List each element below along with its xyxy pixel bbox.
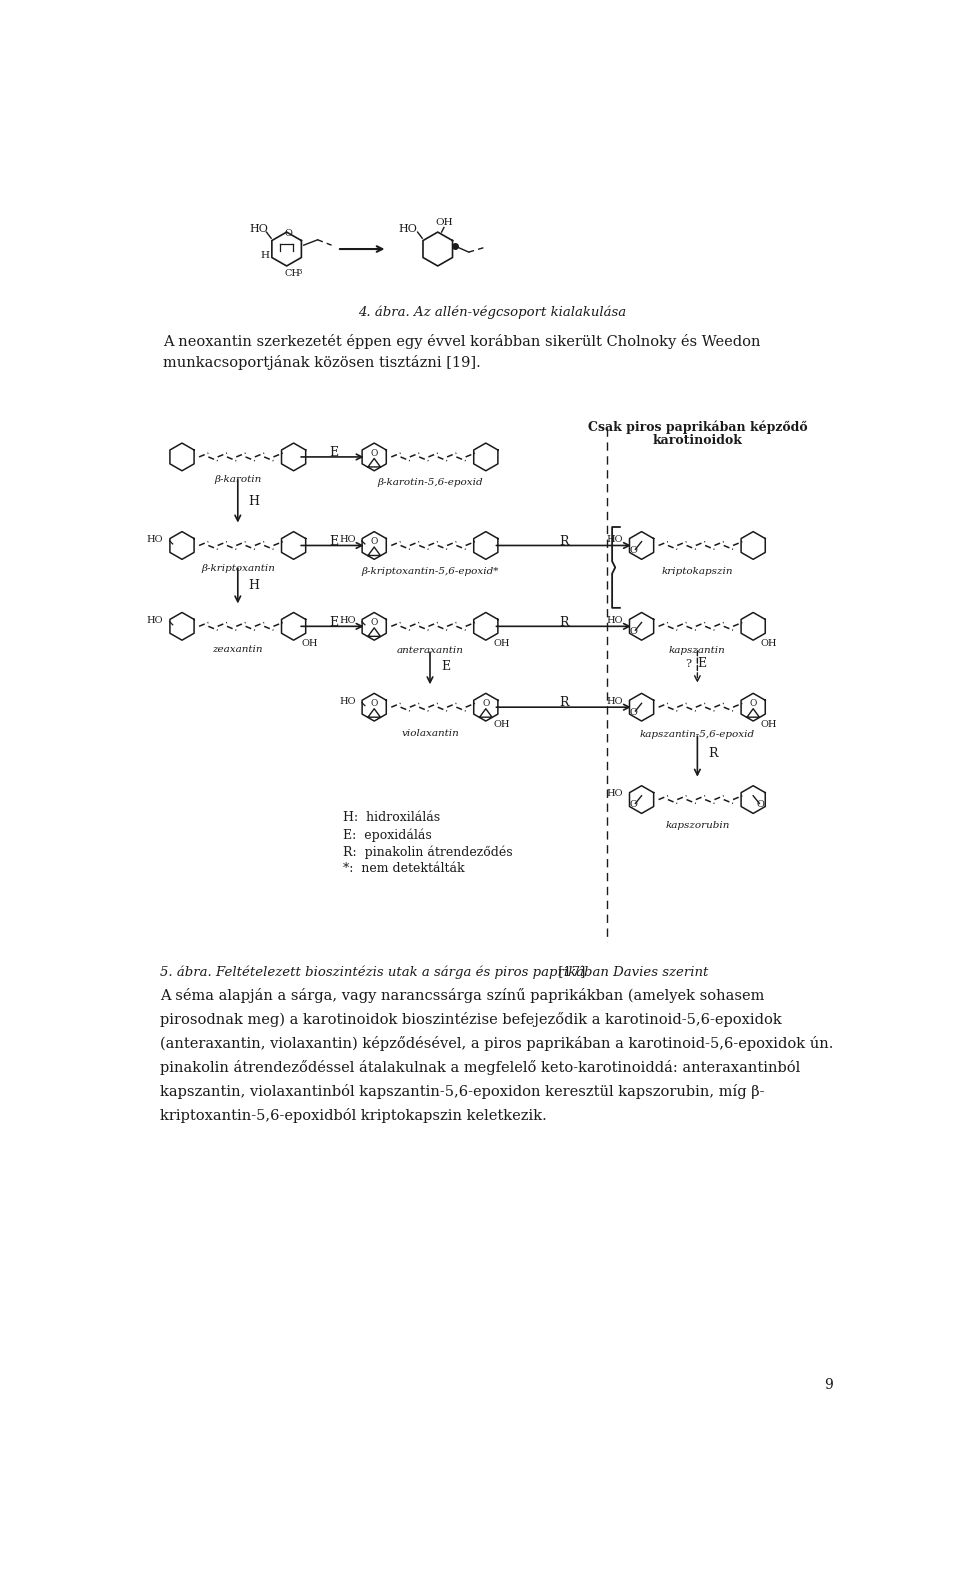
Text: HO: HO xyxy=(147,615,163,625)
Text: R:  pinakolin átrendeződés: R: pinakolin átrendeződés xyxy=(344,845,513,859)
Text: HO: HO xyxy=(339,536,355,544)
Text: 4. ábra. Az allén-végcsoport kialakulása: 4. ábra. Az allén-végcsoport kialakulása xyxy=(358,304,626,319)
Text: E: E xyxy=(329,534,339,548)
Text: anteraxantin: anteraxantin xyxy=(396,646,464,655)
Text: karotinoidok: karotinoidok xyxy=(653,434,742,446)
Text: HO: HO xyxy=(147,536,163,544)
Text: H:  hidroxilálás: H: hidroxilálás xyxy=(344,811,441,824)
Text: β-karotin: β-karotin xyxy=(214,475,261,485)
Text: H: H xyxy=(249,579,259,593)
Text: OH: OH xyxy=(761,639,778,647)
Text: E: E xyxy=(329,446,339,459)
Text: OH: OH xyxy=(493,639,510,647)
Text: kapszantin-5,6-epoxid: kapszantin-5,6-epoxid xyxy=(639,730,755,740)
Text: A séma alapján a sárga, vagy narancssárga színű paprikákban (amelyek sohasem
pir: A séma alapján a sárga, vagy narancssárg… xyxy=(160,988,833,1124)
Text: HO: HO xyxy=(339,615,355,625)
Text: O: O xyxy=(371,537,378,547)
Text: O: O xyxy=(630,626,637,636)
Text: R: R xyxy=(708,748,718,760)
Text: O: O xyxy=(750,698,756,708)
Text: E: E xyxy=(441,660,450,673)
Text: ?: ? xyxy=(685,658,691,668)
Text: H: H xyxy=(260,250,270,260)
Text: zeaxantin: zeaxantin xyxy=(212,646,263,654)
Text: E:  epoxidálás: E: epoxidálás xyxy=(344,827,432,842)
Text: β-kriptoxantin-5,6-epoxid*: β-kriptoxantin-5,6-epoxid* xyxy=(361,567,499,575)
Text: R: R xyxy=(559,534,568,548)
Text: R: R xyxy=(559,615,568,628)
Text: E: E xyxy=(329,615,339,628)
Text: A neoxantin szerkezetét éppen egy évvel korábban sikerült Cholnoky és Weedon: A neoxantin szerkezetét éppen egy évvel … xyxy=(162,333,760,349)
Text: O: O xyxy=(630,547,637,555)
Text: *:  nem detektálták: *: nem detektálták xyxy=(344,862,465,875)
Text: OH: OH xyxy=(301,639,318,647)
Text: β-kriptoxantin: β-kriptoxantin xyxy=(201,564,275,572)
Text: β-karotin-5,6-epoxid: β-karotin-5,6-epoxid xyxy=(377,478,483,488)
Text: HO: HO xyxy=(607,536,623,544)
Text: HO: HO xyxy=(607,615,623,625)
Text: O: O xyxy=(630,708,637,717)
Text: H: H xyxy=(249,494,259,508)
Text: kapszorubin: kapszorubin xyxy=(665,821,730,830)
Text: HO: HO xyxy=(398,225,418,234)
Text: 5. ábra. Feltételezett bioszintézis utak a sárga és piros paprikában Davies szer: 5. ábra. Feltételezett bioszintézis utak… xyxy=(160,964,708,979)
Text: OH: OH xyxy=(493,719,510,728)
Text: HO: HO xyxy=(250,225,268,234)
Text: O: O xyxy=(757,800,765,810)
Text: 3: 3 xyxy=(298,268,302,276)
Text: kriptokapszin: kriptokapszin xyxy=(661,567,733,575)
Text: OH: OH xyxy=(435,218,453,228)
Text: O: O xyxy=(284,230,292,238)
Text: HO: HO xyxy=(339,697,355,706)
Text: 9: 9 xyxy=(825,1379,833,1393)
Text: O: O xyxy=(371,618,378,626)
Text: [17]: [17] xyxy=(554,964,586,979)
Text: O: O xyxy=(371,448,378,457)
Text: kapszantin: kapszantin xyxy=(669,646,726,655)
Text: munkacsoportjának közösen tisztázni [19].: munkacsoportjának közösen tisztázni [19]… xyxy=(162,355,480,370)
Text: R: R xyxy=(559,697,568,709)
Text: HO: HO xyxy=(607,789,623,799)
Text: HO: HO xyxy=(607,697,623,706)
Text: E: E xyxy=(697,657,707,669)
Text: Csak piros paprikában képződő: Csak piros paprikában képződő xyxy=(588,421,807,434)
Text: O: O xyxy=(371,698,378,708)
Text: violaxantin: violaxantin xyxy=(401,728,459,738)
Text: O: O xyxy=(482,698,490,708)
Text: O: O xyxy=(630,800,637,810)
Text: CH: CH xyxy=(285,269,300,279)
Text: OH: OH xyxy=(761,719,778,728)
